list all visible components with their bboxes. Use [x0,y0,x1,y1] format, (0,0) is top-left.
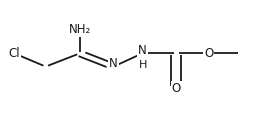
Text: NH₂: NH₂ [68,23,91,36]
Text: Cl: Cl [9,47,20,60]
Text: O: O [171,82,181,95]
Text: N: N [109,57,118,70]
Text: H: H [139,60,148,70]
Text: N: N [138,44,147,57]
Text: O: O [204,47,213,60]
